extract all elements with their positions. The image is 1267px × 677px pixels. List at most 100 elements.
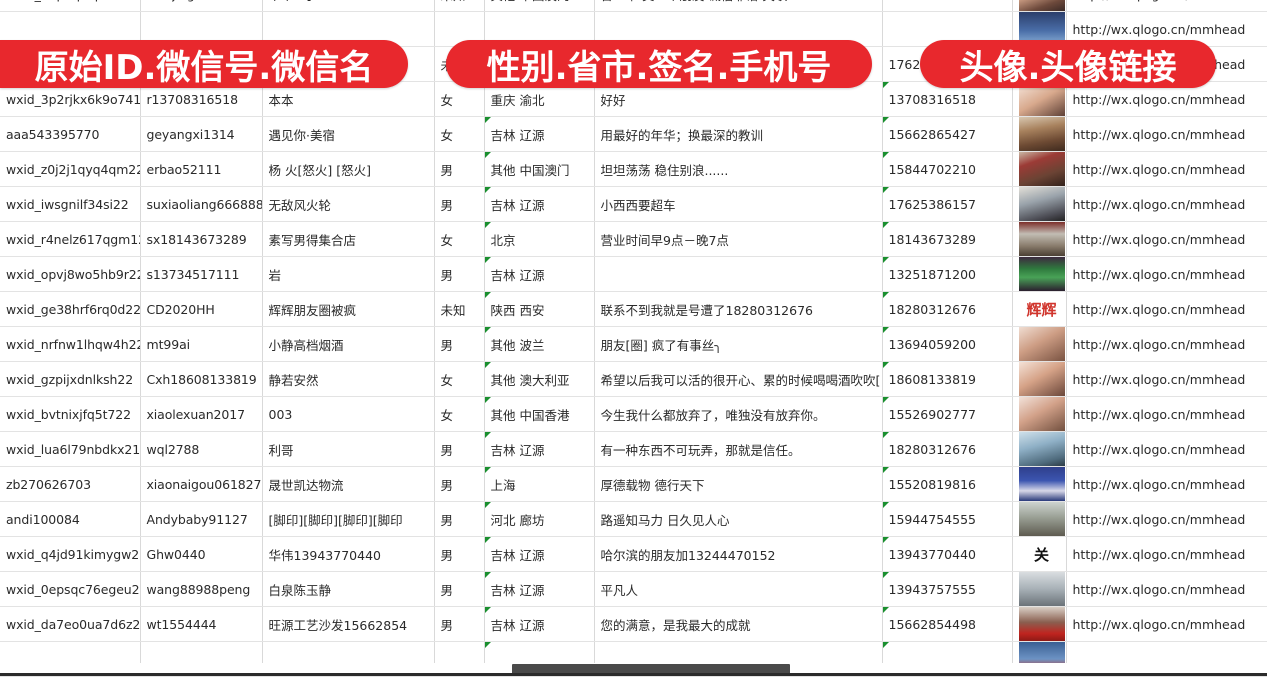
cell-region[interactable]: 吉林 辽源: [484, 256, 595, 292]
cell-avatar-link[interactable]: http://wx.qlogo.cn/mmhead: [1066, 361, 1267, 397]
cell-signature[interactable]: [594, 256, 883, 292]
cell-avatar-link[interactable]: http://wx.qlogo.cn/mmhead: [1066, 396, 1267, 432]
cell-phone[interactable]: 13251871200: [882, 256, 1013, 292]
cell-phone[interactable]: 18608133819: [882, 361, 1013, 397]
cell-origin-id[interactable]: wxid_0epsqc76egeu22: [0, 571, 141, 607]
table-row[interactable]: aaa543395770 geyangxi1314 遇见你·美宿女吉林 辽源 用最好的…: [0, 116, 1267, 152]
table-row[interactable]: wxid_gzpijxdnlksh22 Cxh18608133819 静若安然女其他…: [0, 361, 1267, 397]
cell-region[interactable]: 吉林 辽源: [484, 571, 595, 607]
cell-phone[interactable]: 18280312676: [882, 0, 1013, 12]
cell-sex[interactable]: 男: [434, 571, 485, 607]
table-row[interactable]: wxid_65p5qakpwuie22xiaojing600546丫丫~小未知其…: [0, 0, 1267, 12]
table-row[interactable]: wxid_iwsgnilf34si22 suxiaoliang666888 无敌风火…: [0, 186, 1267, 222]
cell-origin-id[interactable]: wxid_opvj8wo5hb9r22: [0, 256, 141, 292]
cell-phone[interactable]: 18143673289: [882, 221, 1013, 257]
table-row[interactable]: wxid_q4jd91kimygw21 Ghw0440 华伟13943770440 男…: [0, 536, 1267, 572]
cell-signature[interactable]: 营业时间早9点－晚7点: [594, 221, 883, 257]
cell-region[interactable]: 其他 澳大利亚: [484, 361, 595, 397]
cell-avatar[interactable]: 关: [1012, 536, 1067, 572]
cell-wechat-name[interactable]: 旺源工艺沙发15662854: [262, 606, 435, 642]
cell-phone[interactable]: 15526902777: [882, 396, 1013, 432]
cell-origin-id[interactable]: wxid_ge38hrf6rq0d22: [0, 291, 141, 327]
cell-signature[interactable]: 联系不到我就是号遭了18280312676: [594, 291, 883, 327]
cell-sex[interactable]: 男: [434, 151, 485, 187]
cell-avatar-link[interactable]: http://wx.qlogo.cn/mmhead: [1066, 466, 1267, 502]
cell-wechat-id[interactable]: xiaojing600546: [140, 0, 263, 12]
cell-signature[interactable]: 今生我什么都放弃了，唯独没有放弃你。: [594, 396, 883, 432]
cell-wechat-id[interactable]: Ghw0440: [140, 536, 263, 572]
cell-wechat-name[interactable]: 003: [262, 396, 435, 432]
cell-avatar-link[interactable]: http://wx.qlogo.cn/mmhead: [1066, 291, 1267, 327]
cell-avatar-link[interactable]: http://wx.qlogo.cn/mmhead: [1066, 221, 1267, 257]
cell-signature[interactable]: 哈尔滨的朋友加13244470152: [594, 536, 883, 572]
cell-avatar-link[interactable]: http://wx.qlogo.cn/mmhead: [1066, 326, 1267, 362]
cell-avatar[interactable]: 辉辉: [1012, 291, 1067, 327]
cell-wechat-name[interactable]: 丫丫~小: [262, 0, 435, 12]
cell-avatar-link[interactable]: http://wx.qlogo.cn/mmhead: [1066, 571, 1267, 607]
cell-region[interactable]: 其他 波兰: [484, 326, 595, 362]
cell-wechat-id[interactable]: s13734517111: [140, 256, 263, 292]
cell-sex[interactable]: 女: [434, 396, 485, 432]
cell-wechat-name[interactable]: 杨 火[怒火] [怒火]: [262, 151, 435, 187]
cell-avatar[interactable]: [1012, 501, 1067, 537]
cell-wechat-name[interactable]: 遇见你·美宿: [262, 116, 435, 152]
cell-region[interactable]: 吉林 辽源: [484, 431, 595, 467]
cell-phone[interactable]: 17625386157: [882, 186, 1013, 222]
cell-wechat-name[interactable]: 白泉陈玉静: [262, 571, 435, 607]
cell-origin-id[interactable]: wxid_bvtnixjfq5t722: [0, 396, 141, 432]
cell-origin-id[interactable]: zb270626703: [0, 466, 141, 502]
cell-signature[interactable]: 合一单 交一个朋友 诚信靠谱 失联18280312676: [594, 0, 883, 12]
cell-wechat-id[interactable]: suxiaoliang666888: [140, 186, 263, 222]
cell-sex[interactable]: 女: [434, 116, 485, 152]
cell-region[interactable]: 其他 中国澳门: [484, 0, 595, 12]
cell-sex[interactable]: 男: [434, 466, 485, 502]
cell-wechat-name[interactable]: 辉辉朋友圈被疯: [262, 291, 435, 327]
table-row[interactable]: wxid_r4nelz617qgm12 sx18143673289 素写男得集合店女…: [0, 221, 1267, 257]
cell-region[interactable]: 其他 中国香港: [484, 396, 595, 432]
cell-wechat-id[interactable]: Andybaby91127: [140, 501, 263, 537]
cell-region[interactable]: 北京: [484, 221, 595, 257]
table-row[interactable]: wxid_z0j2j1qyq4qm22 erbao52111 杨 火[怒火] [怒火…: [0, 151, 1267, 187]
cell-avatar[interactable]: [1012, 606, 1067, 642]
cell-region[interactable]: 吉林 辽源: [484, 536, 595, 572]
cell-signature[interactable]: 平凡人: [594, 571, 883, 607]
cell-signature[interactable]: 您的满意，是我最大的成就: [594, 606, 883, 642]
cell-avatar-link[interactable]: http://wx.qlogo.cn/mmhead: [1066, 536, 1267, 572]
cell-sex[interactable]: 女: [434, 361, 485, 397]
table-row[interactable]: wxid_nrfnw1lhqw4h22 mt99ai 小静高档烟酒男其他 波兰 朋友[…: [0, 326, 1267, 362]
cell-avatar[interactable]: [1012, 396, 1067, 432]
table-row[interactable]: andi100084 Andybaby91127 [脚印][脚印][脚印][脚印男河…: [0, 501, 1267, 537]
cell-origin-id[interactable]: wxid_65p5qakpwuie22: [0, 0, 141, 12]
cell-phone[interactable]: 13694059200: [882, 326, 1013, 362]
cell-signature[interactable]: 厚德载物 德行天下: [594, 466, 883, 502]
cell-origin-id[interactable]: wxid_r4nelz617qgm12: [0, 221, 141, 257]
cell-region[interactable]: 吉林 辽源: [484, 116, 595, 152]
cell-sex[interactable]: 男: [434, 256, 485, 292]
cell-origin-id[interactable]: wxid_gzpijxdnlksh22: [0, 361, 141, 397]
cell-avatar[interactable]: [1012, 571, 1067, 607]
cell-origin-id[interactable]: wxid_lua6l79nbdkx21: [0, 431, 141, 467]
cell-phone[interactable]: 13943770440: [882, 536, 1013, 572]
table-row[interactable]: wxid_bvtnixjfq5t722 xiaolexuan2017 003 女其他 …: [0, 396, 1267, 432]
table-row[interactable]: wxid_lua6l79nbdkx21 wql2788 利哥男吉林 辽源 有一种东西不…: [0, 431, 1267, 467]
cell-wechat-id[interactable]: xiaonaigou061827: [140, 466, 263, 502]
cell-avatar-link[interactable]: http://wx.qlogo.cn/mmhead: [1066, 606, 1267, 642]
cell-avatar-link[interactable]: http://wx.qlogo.cn/mmhead: [1066, 431, 1267, 467]
cell-sex[interactable]: 男: [434, 536, 485, 572]
cell-signature[interactable]: 有一种东西不可玩弄，那就是信任。: [594, 431, 883, 467]
cell-wechat-name[interactable]: 静若安然: [262, 361, 435, 397]
cell-avatar-link[interactable]: http://wx.qlogo.cn/mmhead: [1066, 151, 1267, 187]
cell-avatar[interactable]: [1012, 151, 1067, 187]
cell-avatar-link[interactable]: http://wx.qlogo.cn/mmhead: [1066, 186, 1267, 222]
cell-phone[interactable]: 15844702210: [882, 151, 1013, 187]
cell-avatar[interactable]: [1012, 0, 1067, 12]
cell-region[interactable]: 吉林 辽源: [484, 606, 595, 642]
horizontal-scrollbar[interactable]: [0, 663, 1267, 676]
cell-avatar[interactable]: [1012, 326, 1067, 362]
cell-sex[interactable]: 未知: [434, 0, 485, 12]
table-row[interactable]: wxid_0epsqc76egeu22 wang88988peng 白泉陈玉静男吉林…: [0, 571, 1267, 607]
table-row[interactable]: zb270626703 xiaonaigou061827 晟世凯达物流男上海 厚德载物…: [0, 466, 1267, 502]
table-row[interactable]: wxid_da7eo0ua7d6z22 wt1554444 旺源工艺沙发156628…: [0, 606, 1267, 642]
